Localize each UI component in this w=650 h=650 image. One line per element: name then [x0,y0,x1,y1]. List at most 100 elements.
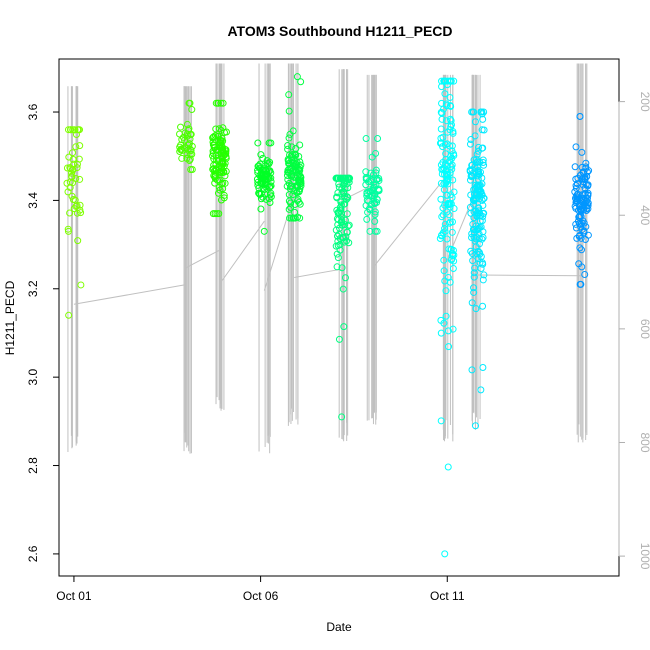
data-point [479,159,487,167]
data-point [444,327,452,335]
data-point [471,195,479,203]
data-point [438,213,446,221]
data-point [285,157,293,165]
data-point [212,125,220,133]
data-point [265,160,273,168]
data-point [583,168,591,176]
data-point [286,214,294,222]
data-point [74,126,82,134]
data-point [443,191,451,199]
data-point [470,156,478,164]
data-point [572,204,580,212]
data-point [438,109,446,117]
x-tick-label: Oct 01 [56,589,92,603]
data-point [470,288,478,296]
data-point [471,132,479,140]
data-point [468,366,476,374]
data-point [260,165,268,173]
data-point [296,141,304,149]
data-point [287,199,295,207]
data-point [69,195,77,203]
data-point [183,120,191,128]
data-point [257,175,265,183]
data-point [184,146,192,154]
data-point [449,264,457,272]
data-point [470,284,478,292]
data-point [296,179,304,187]
data-point [479,228,487,236]
data-point [437,134,445,142]
data-point [450,251,458,259]
data-point [580,169,588,177]
data-point [572,182,580,190]
data-point [185,125,193,133]
data-point [260,227,268,235]
data-point [209,133,217,141]
data-point [372,149,380,157]
x-tick-label: Oct 11 [430,589,465,603]
data-point [473,150,481,158]
data-point [218,180,226,188]
data-point [295,175,303,183]
data-point [478,174,486,182]
data-point [469,172,477,180]
data-point [572,224,580,232]
data-point [220,129,228,137]
data-point [442,150,450,158]
y-tick-label: 2.6 [26,545,40,562]
data-point [218,144,226,152]
data-point [576,212,584,220]
data-point [219,159,227,167]
data-point [472,305,480,313]
data-point [447,102,455,110]
data-point [267,139,275,147]
data-point [443,117,451,125]
data-point [211,210,219,218]
data-point [219,124,227,132]
y-tick-label: 3.4 [26,192,40,209]
data-point [291,200,299,208]
data-point [369,175,377,183]
data-point [472,222,480,230]
data-point [437,125,445,133]
data-point [467,209,475,217]
data-point [257,151,265,159]
data-point [335,183,343,191]
data-point [285,91,293,99]
data-point [66,209,74,217]
data-point [363,215,371,223]
data-point [480,194,488,202]
data-point [333,215,341,223]
data-point [340,238,348,246]
data-point [345,178,353,186]
data-point [578,246,586,254]
data-point [73,164,81,172]
data-point [475,204,483,212]
data-point [470,273,478,281]
data-point [215,125,223,133]
data-point [444,201,452,209]
y-tick-label: 3.6 [26,103,40,120]
data-point [285,197,293,205]
data-point [578,203,586,211]
data-point [220,191,228,199]
data-point [571,163,579,171]
data-point [69,126,77,134]
data-point [219,179,227,187]
data-point [479,260,487,268]
data-point [441,225,449,233]
data-point [443,235,451,243]
data-point [373,199,381,207]
data-point [76,201,84,209]
data-point [209,152,217,160]
data-point [473,163,481,171]
data-point [215,210,223,218]
data-point [573,197,581,205]
data-point [437,329,445,337]
data-point [581,271,589,279]
data-point [332,174,340,182]
data-point [466,140,474,148]
data-point [72,174,80,182]
data-point [257,195,265,203]
data-point [297,78,305,86]
